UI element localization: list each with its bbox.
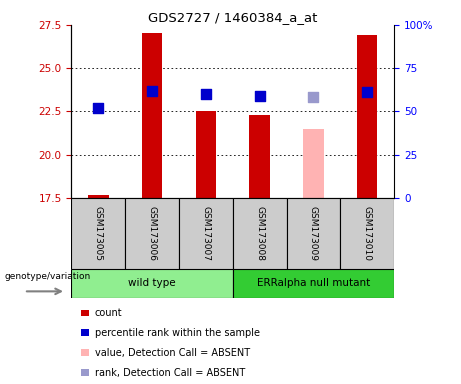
Text: percentile rank within the sample: percentile rank within the sample <box>95 328 260 338</box>
Title: GDS2727 / 1460384_a_at: GDS2727 / 1460384_a_at <box>148 11 318 24</box>
Text: ERRalpha null mutant: ERRalpha null mutant <box>257 278 370 288</box>
Text: GSM173005: GSM173005 <box>94 206 103 261</box>
Bar <box>233 269 394 298</box>
Bar <box>233 198 287 269</box>
Point <box>256 93 263 99</box>
Bar <box>88 195 109 198</box>
Text: GSM173009: GSM173009 <box>309 206 318 261</box>
Bar <box>303 129 324 198</box>
Point <box>364 89 371 95</box>
Text: count: count <box>95 308 122 318</box>
Text: GSM173006: GSM173006 <box>148 206 157 261</box>
Text: wild type: wild type <box>128 278 176 288</box>
Bar <box>357 35 378 198</box>
Point <box>202 91 210 97</box>
Bar <box>179 198 233 269</box>
Bar <box>125 198 179 269</box>
Bar <box>340 198 394 269</box>
Bar <box>287 198 340 269</box>
Bar <box>195 111 216 198</box>
Bar <box>71 269 233 298</box>
Text: value, Detection Call = ABSENT: value, Detection Call = ABSENT <box>95 348 249 358</box>
Point <box>95 104 102 111</box>
Text: genotype/variation: genotype/variation <box>5 272 91 281</box>
Point <box>148 88 156 94</box>
Text: GSM173010: GSM173010 <box>363 206 372 261</box>
Point <box>310 94 317 100</box>
Text: GSM173008: GSM173008 <box>255 206 264 261</box>
Bar <box>249 115 270 198</box>
Bar <box>142 33 162 198</box>
Text: GSM173007: GSM173007 <box>201 206 210 261</box>
Bar <box>71 198 125 269</box>
Text: rank, Detection Call = ABSENT: rank, Detection Call = ABSENT <box>95 368 245 378</box>
